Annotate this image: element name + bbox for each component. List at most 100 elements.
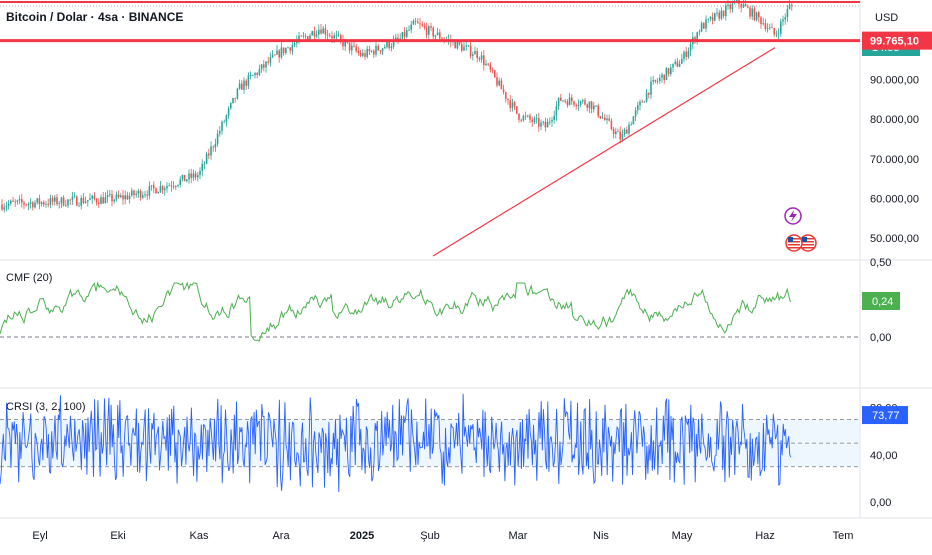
candle-body [307,36,309,40]
candle [762,17,764,26]
candle [760,16,762,29]
candle-body [93,195,96,200]
candle-body [159,186,162,192]
candle-body [628,124,630,134]
candle [791,2,793,11]
candle [368,45,371,55]
candle-body [608,118,610,121]
candle [5,201,8,212]
candle [577,99,580,112]
candle [722,10,725,19]
candle [610,118,613,131]
candle-body [124,195,126,200]
candle-body [562,100,564,102]
candle-body [425,27,428,35]
candle-body [634,110,637,117]
candle [318,24,320,39]
currency-selector[interactable]: USD [875,12,899,24]
candle [392,35,395,50]
candle-body [315,34,318,37]
candle [183,174,186,182]
candle-body [177,184,179,187]
candle [751,5,753,21]
candle-body [197,175,199,178]
candle [489,62,492,73]
candle [16,199,19,205]
candle [23,200,25,210]
candle [476,47,478,63]
candle-body [718,12,720,19]
candle-body [254,73,256,76]
candle-body [293,43,296,45]
candle [243,77,245,94]
candle-body [392,39,395,47]
candle [483,50,485,71]
candle-body [76,196,78,206]
candle-body [49,198,52,205]
candle-body [665,68,668,81]
candle-body [513,102,516,107]
candle [73,192,76,199]
candle-body [472,54,474,56]
candle [485,59,487,66]
candle [606,114,608,125]
candle-body [784,17,786,20]
cmf-pane-label[interactable]: CMF (20) [6,272,53,284]
candle-body [115,194,118,200]
candle-body [65,205,67,207]
candle [18,195,21,205]
candle-body [133,190,135,196]
crsi-pane-label[interactable]: CRSI (3, 2, 100) [6,401,86,413]
level-price-badge [862,31,932,50]
candle-body [183,174,186,182]
candle-body [755,12,758,21]
candle [302,31,305,39]
candle [274,53,276,56]
candle [144,190,146,198]
candle-body [302,35,305,37]
candle [166,182,168,193]
candle [315,30,318,39]
candle-body [1,204,3,210]
candle-body [700,23,703,32]
flag-stripe [788,244,800,246]
candle-body [533,118,536,123]
chart-title[interactable]: Bitcoin / Dolar · 4sa · BINANCE [6,10,184,24]
candle-body [106,195,109,198]
candle [667,67,670,77]
candle [67,198,69,209]
candle-body [29,202,32,204]
candle-body [247,75,250,86]
candle-body [84,201,87,203]
candle [1,199,3,212]
candle-body [98,202,100,205]
candle [623,127,626,137]
candle-body [164,188,166,191]
candle [557,97,560,111]
candle [62,195,65,207]
candle [93,191,96,201]
candle-body [535,118,538,119]
candle-body [214,143,217,148]
candle [465,40,467,51]
candle [432,26,434,39]
candle-body [102,197,104,204]
candle [82,192,85,205]
candle [414,17,417,26]
candle-body [357,51,360,53]
candle-body [289,47,291,51]
candle-body [650,81,652,95]
candle-body [54,197,56,202]
candle [601,112,604,120]
candle [153,181,155,194]
candle [681,53,683,64]
candle [249,71,252,80]
candle [291,40,294,55]
time-tick-label: May [672,530,693,542]
level-price-label: 99.765,10 [870,36,919,48]
candle-body [491,69,494,71]
candle [12,196,14,203]
candle-body [476,51,478,59]
candle-body [771,27,773,29]
